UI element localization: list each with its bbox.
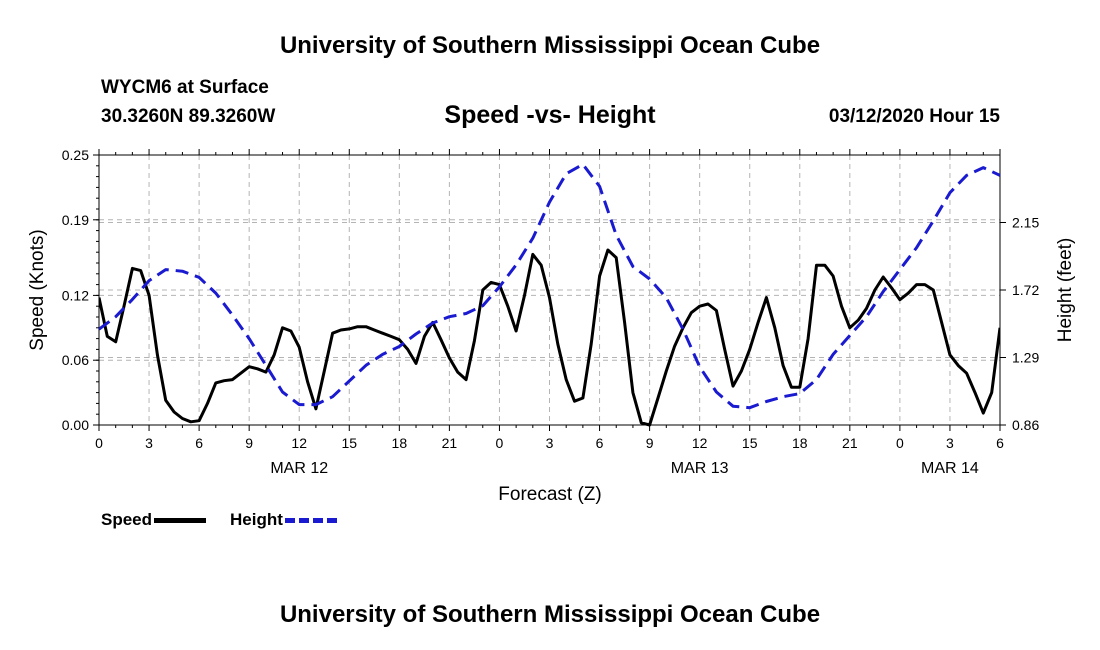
series-line-speed — [99, 248, 1000, 427]
y-axis-title: Speed (Knots) — [27, 229, 48, 350]
x-tick-label: 15 — [742, 435, 758, 451]
coordinates-label: 30.3260N 89.3260W — [101, 106, 276, 127]
chart-subtitle: Speed -vs- Height — [444, 101, 656, 129]
y2-tick-label: 0.86 — [1012, 417, 1039, 433]
legend-height-label: Height — [230, 510, 283, 529]
x-tick-label: 21 — [442, 435, 458, 451]
x-tick-label: 3 — [145, 435, 153, 451]
x-tick-label: 18 — [392, 435, 408, 451]
legend-speed-label: Speed — [101, 510, 153, 529]
y-tick-label: 0.12 — [62, 287, 89, 303]
legend-height: Height — [230, 510, 337, 530]
date-label: MAR 12 — [270, 460, 328, 477]
x-axis-title: Forecast (Z) — [498, 484, 601, 505]
x-tick-label: 12 — [692, 435, 708, 451]
y2-tick-label: 2.15 — [1012, 215, 1039, 231]
x-tick-label: 6 — [195, 435, 203, 451]
x-tick-label: 0 — [896, 435, 904, 451]
x-tick-label: 6 — [996, 435, 1004, 451]
x-tick-label: 18 — [792, 435, 808, 451]
chart-title: University of Southern Mississippi Ocean… — [279, 32, 821, 59]
y2-tick-label: 1.29 — [1012, 350, 1039, 366]
date-label: MAR 14 — [921, 460, 979, 477]
forecast-datetime: 03/12/2020 Hour 15 — [828, 106, 1000, 127]
series-line-height — [99, 162, 1000, 410]
y-tick-label: 0.00 — [62, 417, 89, 433]
y-tick-label: 0.25 — [62, 147, 89, 163]
x-tick-label: 0 — [496, 435, 504, 451]
legend-speed-swatch — [154, 517, 207, 523]
x-tick-label: 6 — [596, 435, 604, 451]
y2-axis-title: Height (feet) — [1055, 238, 1076, 343]
x-tick-label: 12 — [291, 435, 307, 451]
x-tick-label: 21 — [842, 435, 858, 451]
legend-speed: Speed — [101, 510, 207, 530]
x-tick-label: 0 — [95, 435, 103, 451]
y2-tick-label: 1.72 — [1012, 282, 1039, 298]
legend-height-swatch — [284, 517, 337, 523]
station-label: WYCM6 at Surface — [101, 77, 269, 98]
x-tick-label: 15 — [341, 435, 357, 451]
y-tick-label: 0.19 — [62, 212, 89, 228]
footer-title: University of Southern Mississippi Ocean… — [279, 601, 821, 628]
date-label: MAR 13 — [671, 460, 729, 477]
x-tick-label: 9 — [245, 435, 253, 451]
x-tick-label: 9 — [646, 435, 654, 451]
y-tick-label: 0.06 — [62, 352, 89, 368]
x-tick-label: 3 — [946, 435, 954, 451]
x-tick-label: 3 — [546, 435, 554, 451]
